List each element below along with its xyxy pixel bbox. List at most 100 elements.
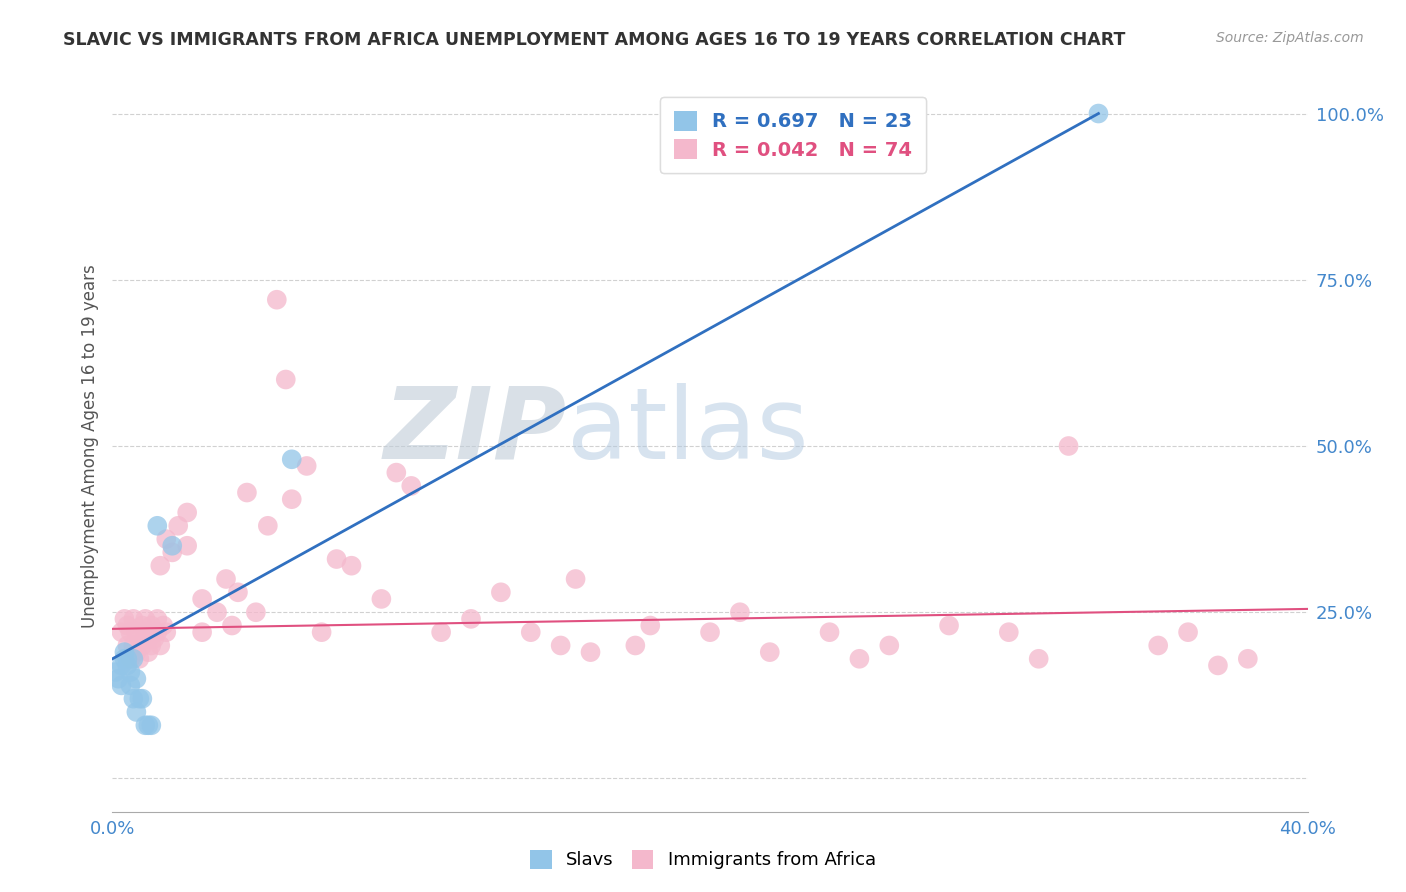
Point <box>281 492 304 507</box>
Point <box>176 539 198 553</box>
Point <box>125 645 148 659</box>
Point <box>460 612 482 626</box>
Point <box>226 585 249 599</box>
Point <box>114 652 135 666</box>
Point <box>564 572 586 586</box>
Point <box>624 639 647 653</box>
Point <box>122 652 145 666</box>
Point <box>141 639 163 653</box>
Point <box>759 645 782 659</box>
Point <box>728 605 751 619</box>
Text: SLAVIC VS IMMIGRANTS FROM AFRICA UNEMPLOYMENT AMONG AGES 16 TO 19 YEARS CORRELAT: SLAVIC VS IMMIGRANTS FROM AFRICA UNEMPLO… <box>63 31 1126 49</box>
Point <box>215 572 238 586</box>
Point <box>155 532 177 546</box>
Text: atlas: atlas <box>567 383 808 480</box>
Point <box>110 658 132 673</box>
Point <box>998 625 1021 640</box>
Point <box>143 632 166 646</box>
Point <box>120 625 142 640</box>
Point <box>117 658 139 673</box>
Point <box>489 585 512 599</box>
Point <box>162 545 183 559</box>
Point <box>155 625 177 640</box>
Point <box>141 618 163 632</box>
Point <box>122 691 145 706</box>
Point <box>117 652 139 666</box>
Point <box>1057 439 1080 453</box>
Point <box>640 618 662 632</box>
Point <box>141 718 163 732</box>
Point <box>385 466 408 480</box>
Point <box>879 639 901 653</box>
Point <box>205 605 228 619</box>
Point <box>125 705 148 719</box>
Point <box>191 625 214 640</box>
Point <box>1147 639 1170 653</box>
Point <box>138 645 160 659</box>
Text: Source: ZipAtlas.com: Source: ZipAtlas.com <box>1216 31 1364 45</box>
Point <box>134 625 156 640</box>
Point <box>520 625 543 640</box>
Point <box>146 625 169 640</box>
Point <box>818 625 841 640</box>
Point <box>401 479 423 493</box>
Point <box>266 293 288 307</box>
Point <box>176 506 198 520</box>
Legend: R = 0.697   N = 23, R = 0.042   N = 74: R = 0.697 N = 23, R = 0.042 N = 74 <box>659 97 927 173</box>
Point <box>274 372 297 386</box>
Point <box>131 691 153 706</box>
Point <box>134 718 156 732</box>
Point <box>104 665 127 679</box>
Point <box>131 618 153 632</box>
Point <box>162 539 183 553</box>
Point <box>120 678 142 692</box>
Point <box>152 618 174 632</box>
Point <box>325 552 347 566</box>
Y-axis label: Unemployment Among Ages 16 to 19 years: Unemployment Among Ages 16 to 19 years <box>80 264 98 628</box>
Point <box>120 665 142 679</box>
Point <box>131 639 153 653</box>
Point <box>550 639 572 653</box>
Point <box>110 625 132 640</box>
Point <box>149 558 172 573</box>
Point <box>167 518 190 533</box>
Point <box>295 458 318 473</box>
Point <box>340 558 363 573</box>
Point <box>1028 652 1050 666</box>
Text: ZIP: ZIP <box>384 383 567 480</box>
Point <box>938 618 960 632</box>
Point <box>430 625 453 640</box>
Point <box>848 652 870 666</box>
Point <box>149 639 172 653</box>
Point <box>236 485 259 500</box>
Point <box>114 645 135 659</box>
Point <box>281 452 304 467</box>
Point <box>146 518 169 533</box>
Point <box>138 632 160 646</box>
Point <box>128 652 150 666</box>
Point <box>257 518 280 533</box>
Point <box>117 639 139 653</box>
Legend: Slavs, Immigrants from Africa: Slavs, Immigrants from Africa <box>522 841 884 879</box>
Point <box>311 625 333 640</box>
Point <box>245 605 267 619</box>
Point <box>1206 658 1229 673</box>
Point <box>579 645 602 659</box>
Point <box>120 652 142 666</box>
Point <box>114 612 135 626</box>
Point <box>221 618 243 632</box>
Point <box>107 672 129 686</box>
Point <box>122 639 145 653</box>
Point <box>191 591 214 606</box>
Point <box>125 625 148 640</box>
Point <box>370 591 392 606</box>
Point <box>125 672 148 686</box>
Point <box>128 632 150 646</box>
Point <box>117 618 139 632</box>
Point <box>1177 625 1199 640</box>
Point <box>134 612 156 626</box>
Point <box>138 718 160 732</box>
Point <box>146 612 169 626</box>
Point <box>1087 106 1109 120</box>
Point <box>128 691 150 706</box>
